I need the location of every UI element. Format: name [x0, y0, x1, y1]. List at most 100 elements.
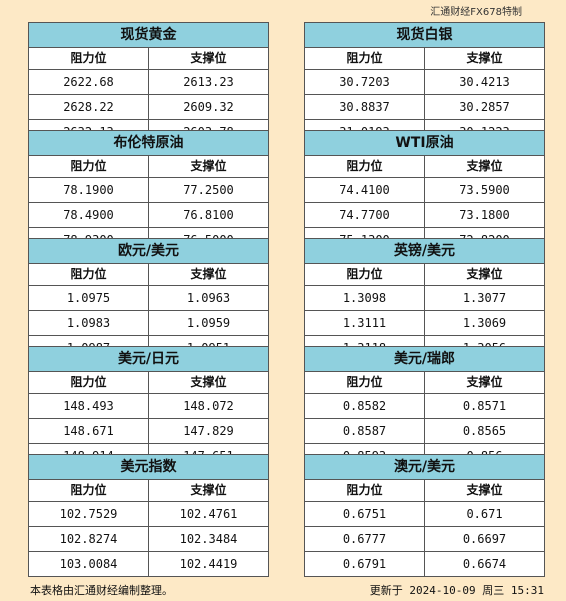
table-row: 2622.68 2613.23	[29, 70, 268, 95]
table-row: 1.0983 1.0959	[29, 311, 268, 336]
support-value: 0.8565	[424, 419, 544, 443]
support-header: 支撑位	[148, 480, 268, 501]
resistance-value: 102.7529	[59, 507, 118, 521]
resistance-value: 1.3098	[342, 291, 387, 305]
footer-updated: 更新于 2024-10-09 周三 15:31	[369, 584, 544, 597]
resistance-value: 103.0084	[59, 557, 118, 571]
support-value: 73.5900	[424, 178, 544, 202]
table-row: 0.6777 0.6697	[305, 527, 544, 552]
support-value: 1.0959	[148, 311, 268, 335]
panel-title: 美元/瑞郎	[305, 347, 544, 372]
panel-title: 美元/日元	[29, 347, 268, 372]
column-header-row: 阻力位 支撑位	[305, 264, 544, 286]
table-row: 1.3111 1.3069	[305, 311, 544, 336]
watermark-text: 汇通财经FX678特制	[430, 7, 522, 18]
resistance-header: 阻力位	[70, 51, 107, 65]
support-header: 支撑位	[148, 48, 268, 69]
panel-title: 英镑/美元	[305, 239, 544, 264]
resistance-value: 102.8274	[59, 532, 118, 546]
panel-title: 美元指数	[29, 455, 268, 480]
support-header: 支撑位	[148, 372, 268, 393]
price-panel: 美元指数阻力位 支撑位 102.7529 102.4761 102.8274 102.34…	[28, 454, 269, 577]
table-row: 1.0975 1.0963	[29, 286, 268, 311]
resistance-header: 阻力位	[346, 267, 383, 281]
support-value: 0.6674	[424, 552, 544, 576]
footer-source: 本表格由汇通财经编制整理。	[30, 584, 173, 597]
resistance-header: 阻力位	[346, 51, 383, 65]
table-row: 1.3098 1.3077	[305, 286, 544, 311]
support-value: 102.3484	[148, 527, 268, 551]
panel-title: WTI原油	[305, 131, 544, 156]
support-header: 支撑位	[424, 372, 544, 393]
support-value: 1.0963	[148, 286, 268, 310]
table-row: 74.7700 73.1800	[305, 203, 544, 228]
resistance-value: 0.6751	[342, 507, 387, 521]
support-header: 支撑位	[148, 156, 268, 177]
price-panel: 澳元/美元 阻力位 支撑位 0.6751 0.671 0.6777 0.6697 0.6791…	[304, 454, 545, 577]
resistance-value: 30.8837	[339, 100, 390, 114]
support-value: 1.3077	[424, 286, 544, 310]
resistance-value: 30.7203	[339, 75, 390, 89]
table-row: 0.6751 0.671	[305, 502, 544, 527]
panel-title: 欧元/美元	[29, 239, 268, 264]
table-row: 30.8837 30.2857	[305, 95, 544, 120]
resistance-value: 0.8587	[342, 424, 387, 438]
price-panel: 美元/瑞郎阻力位支撑位0.85820.85710.85870.85650.859…	[304, 346, 545, 469]
column-header-row: 阻力位 支撑位	[29, 372, 268, 394]
table-row: 0.8582 0.8571	[305, 394, 544, 419]
table-row: 102.7529 102.4761	[29, 502, 268, 527]
table-row: 148.493 148.072	[29, 394, 268, 419]
resistance-header: 阻力位	[70, 375, 107, 389]
resistance-header: 阻力位	[346, 483, 383, 497]
panel-title: 现货白银	[305, 23, 544, 48]
table-row: 0.6791 0.6674	[305, 552, 544, 577]
price-panel: 现货白银阻力位支撑位30.720330.421330.883730.285731…	[304, 22, 545, 145]
resistance-value: 148.671	[63, 424, 114, 438]
resistance-value: 1.0975	[66, 291, 111, 305]
resistance-header: 阻力位	[346, 375, 383, 389]
resistance-value: 0.6791	[342, 557, 387, 571]
support-value: 102.4761	[148, 502, 268, 526]
column-header-row: 阻力位 支撑位	[29, 156, 268, 178]
resistance-value: 78.4900	[63, 208, 114, 222]
panel-title: 布伦特原油	[29, 131, 268, 156]
table-row: 2628.22 2609.32	[29, 95, 268, 120]
support-header: 支撑位	[424, 48, 544, 69]
support-header: 支撑位	[424, 480, 544, 501]
column-header-row: 阻力位 支撑位	[29, 48, 268, 70]
support-header: 支撑位	[424, 156, 544, 177]
column-header-row: 阻力位 支撑位	[29, 264, 268, 286]
column-header-row: 阻力位 支撑位	[305, 480, 544, 502]
panel-title: 澳元/美元	[305, 455, 544, 480]
support-value: 1.3069	[424, 311, 544, 335]
table-row: 0.8587 0.8565	[305, 419, 544, 444]
support-value: 102.4419	[148, 552, 268, 576]
column-header-row: 阻力位 支撑位	[305, 48, 544, 70]
column-header-row: 阻力位 支撑位	[29, 480, 268, 502]
resistance-value: 0.6777	[342, 532, 387, 546]
support-value: 73.1800	[424, 203, 544, 227]
table-row: 148.671 147.829	[29, 419, 268, 444]
support-value: 0.671	[424, 502, 544, 526]
support-header: 支撑位	[424, 264, 544, 285]
table-row: 103.0084 102.4419	[29, 552, 268, 577]
support-value: 147.829	[148, 419, 268, 443]
support-value: 30.4213	[424, 70, 544, 94]
support-value: 30.2857	[424, 95, 544, 119]
support-value: 76.8100	[148, 203, 268, 227]
resistance-value: 2622.68	[63, 75, 114, 89]
support-value: 2609.32	[148, 95, 268, 119]
resistance-header: 阻力位	[70, 483, 107, 497]
column-header-row: 阻力位 支撑位	[305, 156, 544, 178]
table-row: 30.7203 30.4213	[305, 70, 544, 95]
table-row: 78.4900 76.8100	[29, 203, 268, 228]
resistance-value: 148.493	[63, 399, 114, 413]
support-value: 0.8571	[424, 394, 544, 418]
resistance-header: 阻力位	[70, 267, 107, 281]
support-header: 支撑位	[148, 264, 268, 285]
